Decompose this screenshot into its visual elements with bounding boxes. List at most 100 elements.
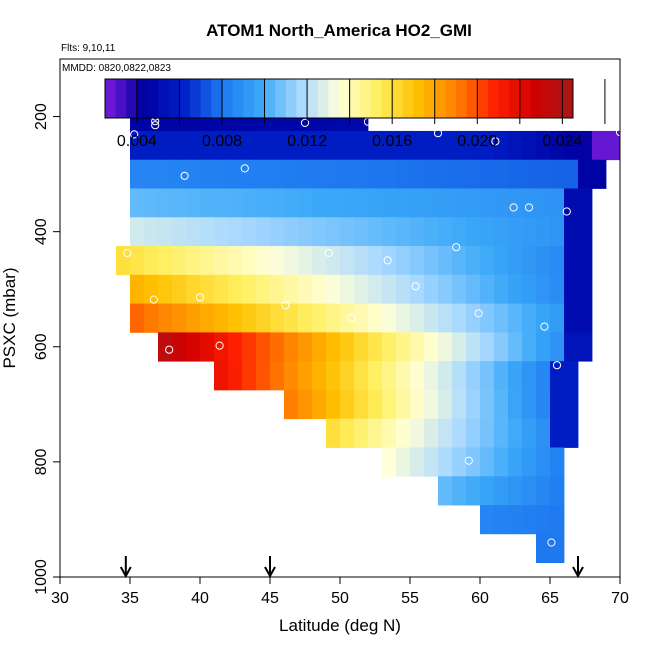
x-tick-label: 40 xyxy=(191,590,209,607)
heatmap-cell xyxy=(354,303,369,333)
heatmap-cell xyxy=(326,159,341,189)
heatmap-cell xyxy=(564,303,579,333)
heatmap-cell xyxy=(228,332,243,362)
heatmap-cell xyxy=(214,188,229,218)
heatmap-cell xyxy=(256,274,271,305)
heatmap-cell xyxy=(186,159,201,189)
heatmap-cell xyxy=(200,246,215,276)
heatmap-cell xyxy=(382,332,397,362)
heatmap-cell xyxy=(438,418,453,448)
observation-point xyxy=(324,248,333,258)
heatmap-cell xyxy=(396,389,411,420)
heatmap-cell xyxy=(396,188,411,218)
heatmap-cell xyxy=(410,130,425,161)
colorbar-frame xyxy=(104,78,574,119)
heatmap-cell xyxy=(312,361,327,391)
heatmap-cell xyxy=(508,361,523,391)
heatmap-cell xyxy=(326,246,341,276)
heatmap-cell xyxy=(382,217,397,247)
heatmap-cell xyxy=(312,188,327,218)
heatmap-cell xyxy=(200,217,215,247)
heatmap-cell xyxy=(424,246,439,276)
colorbar-swatch xyxy=(392,79,404,118)
heatmap-cell xyxy=(508,505,523,535)
x-tick-label: 35 xyxy=(121,590,139,607)
observation-point xyxy=(300,118,310,128)
heatmap-cell xyxy=(298,332,313,362)
observation-point xyxy=(240,164,249,173)
dates-annotation: MMDD: 0820,0822,0823 xyxy=(62,63,171,74)
heatmap-cell xyxy=(592,130,607,161)
heatmap-cell xyxy=(256,217,271,247)
heatmap-cell xyxy=(256,332,271,362)
heatmap-cell xyxy=(522,418,537,448)
heatmap-cells xyxy=(116,102,621,564)
heatmap-cell xyxy=(354,246,369,276)
heatmap-cell xyxy=(466,246,481,276)
heatmap-cell xyxy=(494,447,509,477)
heatmap-cell xyxy=(410,332,425,362)
heatmap-cell xyxy=(172,303,187,333)
heatmap-cell xyxy=(522,274,537,305)
x-tick-label: 65 xyxy=(541,590,559,607)
colorbar-tick-label: 0.008 xyxy=(202,133,242,150)
heatmap-cell xyxy=(424,274,439,305)
y-tick-label: 800 xyxy=(33,448,50,475)
heatmap-cell xyxy=(284,389,299,420)
heatmap-cell xyxy=(452,361,467,391)
heatmap-cell xyxy=(396,246,411,276)
heatmap-cell xyxy=(536,476,551,506)
observation-point xyxy=(281,301,290,310)
heatmap-cell xyxy=(550,274,565,305)
y-tick-label: 1000 xyxy=(33,559,50,595)
heatmap-cell xyxy=(452,159,467,189)
heatmap-cell xyxy=(452,246,467,276)
heatmap-cell xyxy=(410,159,425,189)
heatmap-cell xyxy=(326,130,341,161)
heatmap-cell xyxy=(172,274,187,305)
heatmap-cell xyxy=(508,389,523,420)
heatmap-cell xyxy=(368,217,383,247)
heatmap-cell xyxy=(298,274,313,305)
x-tick-label: 45 xyxy=(261,590,279,607)
heatmap-cell xyxy=(564,332,579,362)
heatmap-cell xyxy=(466,303,481,333)
heatmap-cell xyxy=(578,188,593,218)
heatmap-cell xyxy=(424,447,439,477)
heatmap-cell xyxy=(354,274,369,305)
heatmap-cell xyxy=(480,418,495,448)
heatmap-cell xyxy=(508,303,523,333)
heatmap-cell xyxy=(466,447,481,477)
heatmap-cell xyxy=(326,303,341,333)
heatmap-cell xyxy=(424,217,439,247)
observation-point xyxy=(562,207,571,216)
heatmap-cell xyxy=(144,303,159,333)
colorbar-tick-label: 0.024 xyxy=(542,133,582,150)
heatmap-cell xyxy=(592,159,607,189)
heatmap-cell xyxy=(144,188,159,218)
heatmap-cell xyxy=(326,418,341,448)
heatmap-cell xyxy=(522,389,537,420)
observation-point xyxy=(195,293,205,302)
heatmap-cell xyxy=(382,303,397,333)
observation-point xyxy=(452,243,461,252)
down-arrow-icon xyxy=(572,566,584,579)
heatmap-cell xyxy=(368,246,383,276)
heatmap-cell xyxy=(536,246,551,276)
heatmap-cell xyxy=(522,447,537,477)
heatmap-cell xyxy=(368,159,383,189)
heatmap-cell xyxy=(466,476,481,506)
heatmap-cell xyxy=(578,130,593,161)
heatmap-cell xyxy=(130,246,145,276)
heatmap-cell xyxy=(158,130,173,161)
observation-point xyxy=(552,361,562,370)
heatmap-cell xyxy=(550,533,565,564)
heatmap-cell xyxy=(522,246,537,276)
heatmap-cell xyxy=(200,332,215,362)
heatmap-cell xyxy=(214,274,229,305)
heatmap-cell xyxy=(494,361,509,391)
heatmap-cell xyxy=(312,159,327,189)
heatmap-cell xyxy=(480,246,495,276)
heatmap-cell xyxy=(494,303,509,333)
heatmap-cell xyxy=(466,130,481,161)
